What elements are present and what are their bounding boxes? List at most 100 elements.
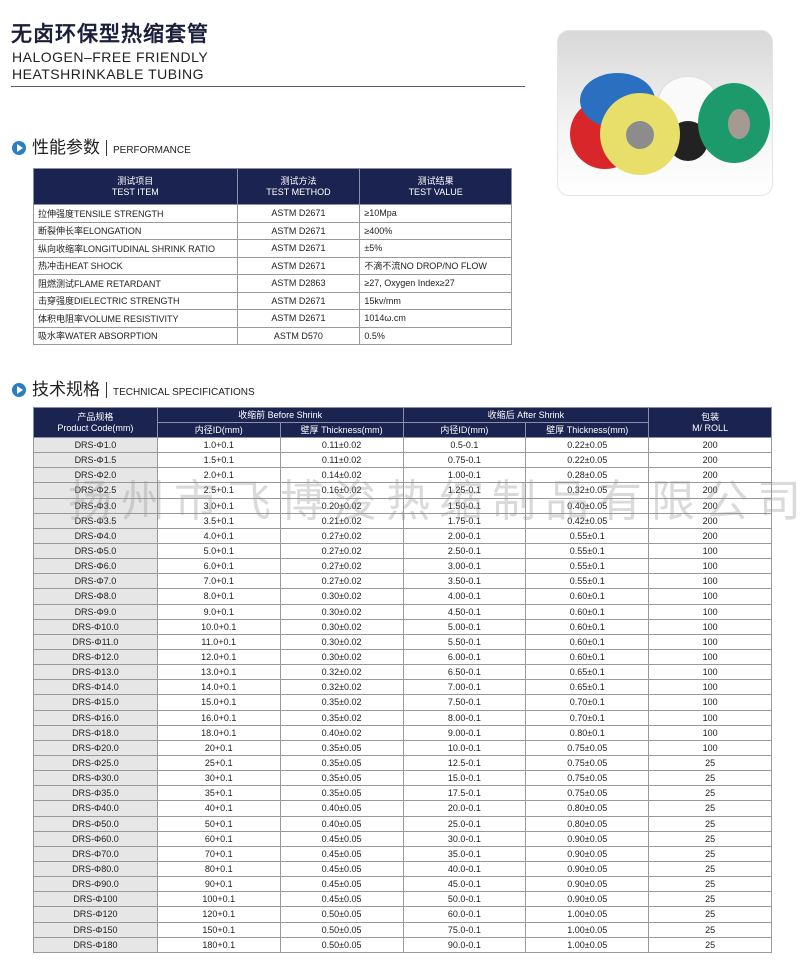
test-item: 断裂伸长率ELONGATION <box>33 221 238 240</box>
m-per-roll: 25 <box>648 876 772 893</box>
product-code: DRS-Φ16.0 <box>33 709 158 726</box>
table-row: 阻燃测试FLAME RETARDANT ASTM D2863 ≥27, Oxygen… <box>33 274 512 293</box>
before-thickness: 0.21±0.02 <box>279 512 404 529</box>
before-thickness: 0.14±0.02 <box>279 467 404 484</box>
before-id: 120+0.1 <box>156 906 281 923</box>
after-thickness: 0.90±0.05 <box>525 845 650 862</box>
table-row: DRS-Φ150 150+0.1 0.50±0.05 75.0-0.1 1.00±0.0… <box>33 921 772 938</box>
product-code: DRS-Φ25.0 <box>33 754 158 772</box>
m-per-roll: 25 <box>648 845 772 862</box>
m-per-roll: 25 <box>648 770 772 787</box>
before-id: 2.5+0.1 <box>156 482 281 499</box>
before-thickness: 0.40±0.05 <box>279 815 404 832</box>
table-row: 击穿强度DIELECTRIC STRENGTH ASTM D2671 15kv/mm <box>33 291 512 310</box>
after-id: 1.25-0.1 <box>402 482 527 499</box>
before-thickness: 0.35±0.05 <box>279 785 404 802</box>
col-packaging: 包装 M/ ROLL <box>648 407 772 438</box>
product-code: DRS-Φ120 <box>33 906 158 923</box>
before-thickness: 0.30±0.02 <box>279 603 404 620</box>
heading-cn: 性能参数 <box>32 138 100 157</box>
before-thickness: 0.45±0.05 <box>279 876 404 893</box>
table-row: 吸水率WATER ABSORPTION ASTM D570 0.5% <box>33 326 512 345</box>
before-id: 40+0.1 <box>156 800 281 817</box>
col-before-thickness: 壁厚 Thickness(mm) <box>279 422 404 438</box>
product-code: DRS-Φ13.0 <box>33 664 158 681</box>
before-thickness: 0.30±0.02 <box>279 588 404 605</box>
table-row: DRS-Φ7.0 7.0+0.1 0.27±0.02 3.50-0.1 0.55±0.1… <box>33 573 772 590</box>
after-id: 7.00-0.1 <box>402 679 527 696</box>
before-thickness: 0.30±0.02 <box>279 633 404 650</box>
table-row: DRS-Φ16.0 16.0+0.1 0.35±0.02 8.00-0.1 0.70±0… <box>33 709 772 726</box>
test-method: ASTM D2863 <box>236 274 361 293</box>
subtitle-line-2: HEATSHRINKABLE TUBING <box>12 66 205 82</box>
before-thickness: 0.50±0.05 <box>279 906 404 923</box>
before-id: 11.0+0.1 <box>156 633 281 650</box>
table-row: DRS-Φ6.0 6.0+0.1 0.27±0.02 3.00-0.1 0.55±0.1… <box>33 558 772 575</box>
header-divider <box>11 86 525 87</box>
table-row: DRS-Φ1.5 1.5+0.1 0.11±0.02 0.75-0.1 0.22±0.0… <box>33 452 772 469</box>
product-code: DRS-Φ18.0 <box>33 724 158 741</box>
after-id: 2.50-0.1 <box>402 542 527 560</box>
before-id: 150+0.1 <box>156 921 281 938</box>
after-id: 2.00-0.1 <box>402 527 527 544</box>
after-thickness: 0.60±0.1 <box>525 633 650 650</box>
after-id: 1.50-0.1 <box>402 497 527 514</box>
table-row: DRS-Φ18.0 18.0+0.1 0.40±0.02 9.00-0.1 0.80±0… <box>33 724 772 741</box>
m-per-roll: 25 <box>648 936 772 953</box>
test-method: ASTM D2671 <box>236 221 361 240</box>
after-id: 25.0-0.1 <box>402 815 527 832</box>
specs-heading: 技术规格 TECHNICAL SPECIFICATIONS <box>12 375 255 400</box>
test-value: 1014ω.cm <box>359 309 512 328</box>
m-per-roll: 200 <box>648 467 772 484</box>
heading-en: PERFORMANCE <box>113 145 191 156</box>
table-row: DRS-Φ14.0 14.0+0.1 0.32±0.02 7.00-0.1 0.65±0… <box>33 679 772 696</box>
table-row: 热冲击HEAT SHOCK ASTM D2671 不滴不流NO DROP/NO FL… <box>33 256 512 275</box>
after-id: 12.5-0.1 <box>402 754 527 772</box>
m-per-roll: 200 <box>648 436 772 454</box>
after-id: 1.00-0.1 <box>402 467 527 484</box>
before-thickness: 0.27±0.02 <box>279 542 404 560</box>
table-row: DRS-Φ180 180+0.1 0.50±0.05 90.0-0.1 1.00±0.0… <box>33 936 772 953</box>
col-after-thickness: 壁厚 Thickness(mm) <box>525 422 650 438</box>
before-id: 1.0+0.1 <box>156 436 281 454</box>
before-thickness: 0.11±0.02 <box>279 436 404 454</box>
product-code: DRS-Φ50.0 <box>33 815 158 832</box>
table-row: DRS-Φ120 120+0.1 0.50±0.05 60.0-0.1 1.00±0.0… <box>33 906 772 923</box>
after-thickness: 0.28±0.05 <box>525 467 650 484</box>
before-thickness: 0.45±0.05 <box>279 845 404 862</box>
before-id: 25+0.1 <box>156 754 281 772</box>
before-id: 2.0+0.1 <box>156 467 281 484</box>
test-value: 15kv/mm <box>359 291 512 310</box>
product-code: DRS-Φ7.0 <box>33 573 158 590</box>
m-per-roll: 100 <box>648 679 772 696</box>
before-thickness: 0.30±0.02 <box>279 618 404 635</box>
m-per-roll: 200 <box>648 497 772 514</box>
m-per-roll: 25 <box>648 891 772 908</box>
product-code: DRS-Φ6.0 <box>33 558 158 575</box>
m-per-roll: 200 <box>648 452 772 469</box>
before-id: 3.0+0.1 <box>156 497 281 514</box>
specifications-table: 产品规格 Product Code(mm) 收缩前 Before Shrink 收… <box>33 407 772 953</box>
before-id: 3.5+0.1 <box>156 512 281 529</box>
test-value: ≥10Mpa <box>359 204 512 223</box>
before-thickness: 0.35±0.02 <box>279 709 404 726</box>
after-id: 45.0-0.1 <box>402 876 527 893</box>
test-item: 体积电阻率VOLUME RESISTIVITY <box>33 309 238 328</box>
product-code: DRS-Φ5.0 <box>33 542 158 560</box>
after-id: 35.0-0.1 <box>402 845 527 862</box>
table-row: DRS-Φ40.0 40+0.1 0.40±0.05 20.0-0.1 0.80±0.0… <box>33 800 772 817</box>
table-row: DRS-Φ15.0 15.0+0.1 0.35±0.02 7.50-0.1 0.70±0… <box>33 694 772 711</box>
table-row: DRS-Φ9.0 9.0+0.1 0.30±0.02 4.50-0.1 0.60±0.1… <box>33 603 772 620</box>
after-thickness: 0.65±0.1 <box>525 664 650 681</box>
after-id: 17.5-0.1 <box>402 785 527 802</box>
before-id: 9.0+0.1 <box>156 603 281 620</box>
product-code: DRS-Φ12.0 <box>33 648 158 666</box>
before-thickness: 0.35±0.05 <box>279 770 404 787</box>
perf-col-header: 测试结果 TEST VALUE <box>359 168 512 205</box>
table-row: DRS-Φ8.0 8.0+0.1 0.30±0.02 4.00-0.1 0.60±0.1… <box>33 588 772 605</box>
before-id: 5.0+0.1 <box>156 542 281 560</box>
before-id: 35+0.1 <box>156 785 281 802</box>
table-row: DRS-Φ25.0 25+0.1 0.35±0.05 12.5-0.1 0.75±0.0… <box>33 754 772 772</box>
before-id: 50+0.1 <box>156 815 281 832</box>
m-per-roll: 25 <box>648 860 772 878</box>
